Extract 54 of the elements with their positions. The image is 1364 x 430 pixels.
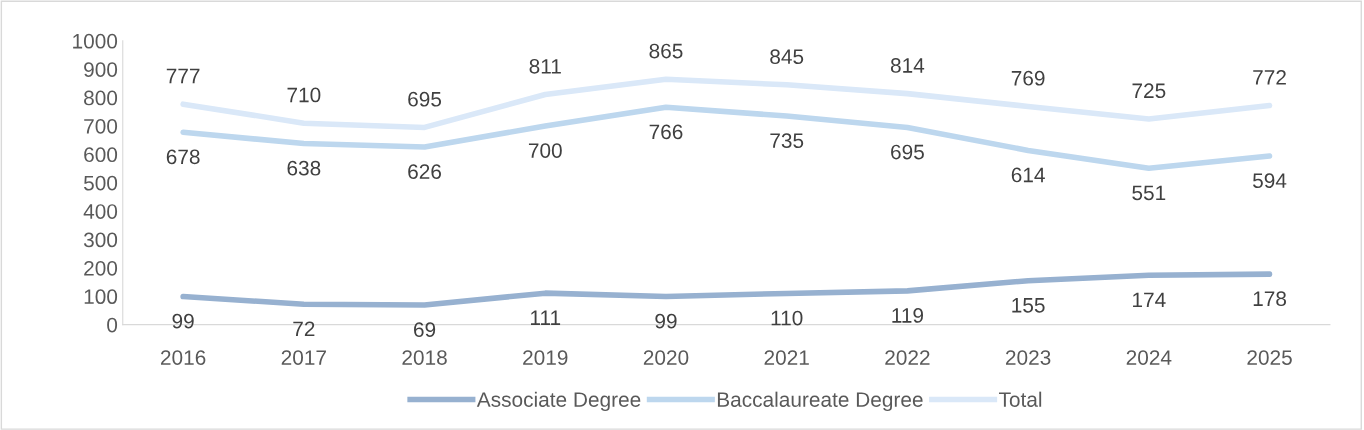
- data-label: 735: [770, 133, 804, 149]
- data-label: 700: [528, 143, 562, 158]
- legend-label: Total: [999, 391, 1042, 407]
- data-label: 638: [287, 160, 321, 176]
- data-label: 69: [414, 322, 436, 338]
- legend-label: Associate Degree: [476, 391, 641, 412]
- x-tick-label: 2017: [281, 350, 326, 365]
- y-tick-label: 1000: [73, 33, 118, 49]
- data-label: 845: [770, 49, 804, 65]
- data-label: 72: [293, 321, 315, 336]
- data-label: 111: [531, 310, 561, 325]
- y-tick-label: 300: [83, 232, 118, 248]
- data-label: 614: [1011, 167, 1045, 183]
- y-tick-label: 400: [83, 204, 118, 219]
- x-tick-label: 2021: [764, 350, 809, 365]
- data-label: 865: [649, 43, 683, 59]
- x-tick-label: 2018: [402, 350, 447, 365]
- y-tick-label: 500: [83, 175, 118, 191]
- data-label: 777: [166, 68, 200, 84]
- x-tick-label: 2022: [885, 350, 930, 365]
- data-label: 695: [891, 144, 924, 160]
- data-label: 594: [1253, 173, 1287, 189]
- data-label: 811: [529, 58, 561, 74]
- data-label: 710: [287, 87, 321, 103]
- y-tick-label: 600: [84, 147, 118, 163]
- legend-label: Baccalaureate Degree: [717, 391, 923, 412]
- data-label: 551: [1132, 185, 1166, 201]
- y-tick-label: 100: [84, 289, 118, 305]
- x-tick-label: 2023: [1005, 350, 1051, 365]
- x-tick-label: 2020: [643, 350, 689, 365]
- data-label: 178: [1253, 291, 1287, 307]
- data-label: 678: [166, 149, 200, 165]
- data-label: 814: [890, 58, 925, 73]
- x-tick-label: 2016: [160, 350, 206, 365]
- data-label: 626: [408, 164, 442, 179]
- data-label: 769: [1011, 70, 1045, 86]
- data-label: 99: [655, 313, 677, 329]
- x-tick-label: 2024: [1126, 350, 1172, 365]
- data-label: 99: [172, 313, 194, 329]
- data-label: 155: [1012, 298, 1045, 313]
- y-tick-label: 900: [84, 62, 118, 77]
- data-label: 772: [1253, 70, 1286, 85]
- y-tick-label: 700: [84, 118, 118, 134]
- data-label: 725: [1132, 83, 1166, 99]
- data-label: 695: [408, 91, 442, 107]
- data-label: 174: [1133, 292, 1166, 308]
- y-tick-label: 0: [107, 317, 118, 333]
- x-tick-label: 2025: [1247, 350, 1292, 365]
- data-label: 110: [771, 310, 803, 326]
- data-label: 119: [892, 308, 924, 323]
- data-label: 766: [649, 124, 683, 140]
- x-tick-label: 2019: [523, 350, 568, 365]
- y-tick-label: 200: [84, 260, 118, 276]
- y-tick-label: 800: [84, 90, 118, 106]
